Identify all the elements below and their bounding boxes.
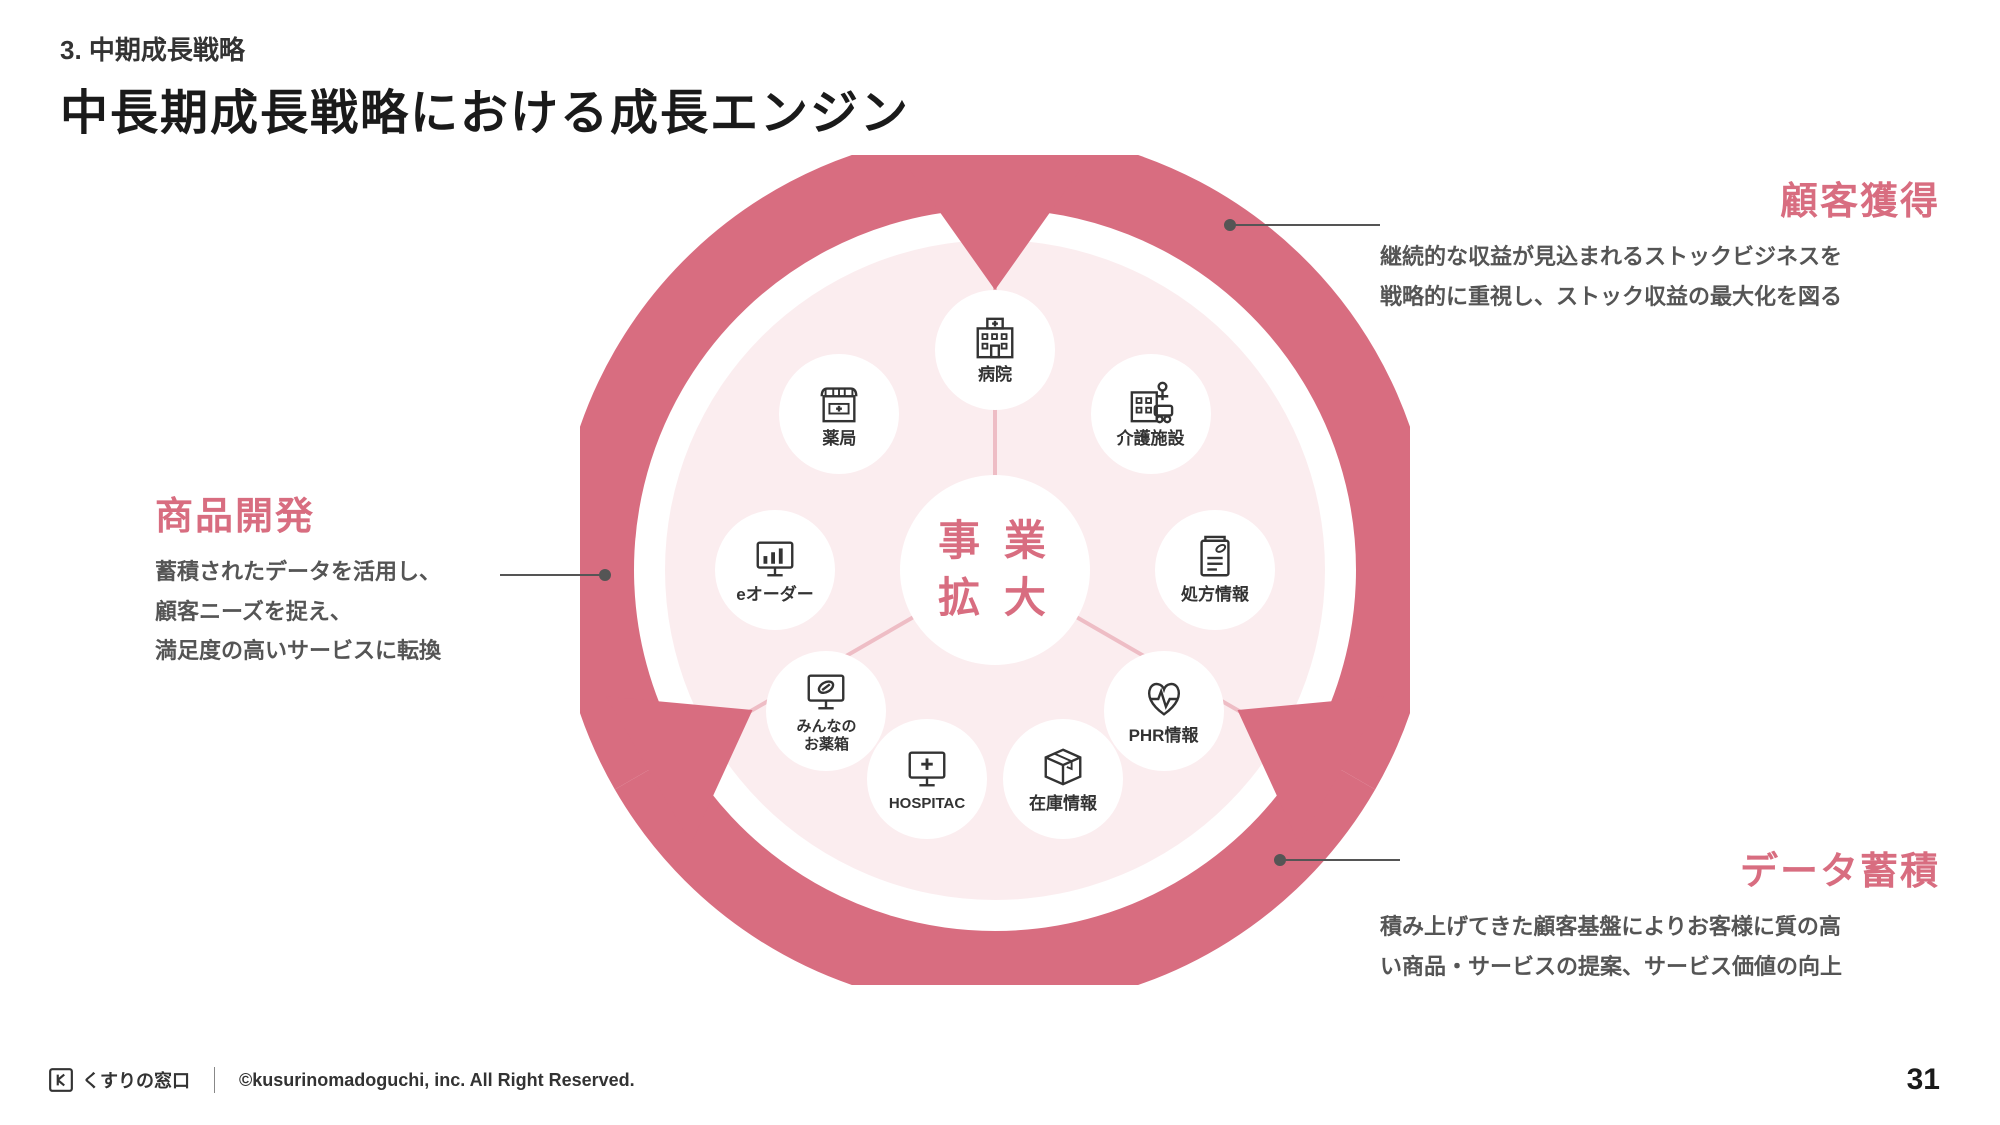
callout-desc: 蓄積されたデータを活用し、 顧客ニーズを捉え、 満足度の高いサービスに転換 xyxy=(155,552,555,671)
icon-label: 在庫情報 xyxy=(1029,794,1097,814)
icon-label: みんなの お薬箱 xyxy=(796,718,856,754)
hospitac-icon xyxy=(902,745,952,791)
icon-label: eオーダー xyxy=(736,585,813,605)
center-hub-text: 事 業 拡 大 xyxy=(938,513,1052,626)
callout-title: データ蓄積 xyxy=(1380,840,1940,895)
icon-label: HOSPITAC xyxy=(889,795,965,813)
icon-bubble-eorder: eオーダー xyxy=(715,510,835,630)
hospital-icon xyxy=(970,315,1020,361)
stock-icon xyxy=(1038,744,1088,790)
callout-desc: 継続的な収益が見込まれるストックビジネスを 戦略的に重視し、ストック収益の最大化… xyxy=(1380,237,1940,316)
callout-top-right: 顧客獲得 継続的な収益が見込まれるストックビジネスを 戦略的に重視し、ストック収… xyxy=(1380,170,1940,316)
callout-left: 商品開発 蓄積されたデータを活用し、 顧客ニーズを捉え、 満足度の高いサービスに… xyxy=(155,485,555,671)
brand-logo-icon xyxy=(48,1067,74,1093)
footer-brand: くすりの窓口 xyxy=(48,1067,215,1093)
icon-bubble-phr: PHR情報 xyxy=(1104,651,1224,771)
eorder-icon xyxy=(750,535,800,581)
page-footer: くすりの窓口 ©kusurinomadoguchi, inc. All Righ… xyxy=(48,1063,1940,1097)
pharmacy-icon xyxy=(814,379,864,425)
care-icon xyxy=(1126,379,1176,425)
icon-label: PHR情報 xyxy=(1129,726,1199,746)
page-number: 31 xyxy=(1907,1063,1940,1097)
icon-bubble-rx: 処方情報 xyxy=(1155,510,1275,630)
medbox-icon xyxy=(801,668,851,714)
icon-bubble-hospitac: HOSPITAC xyxy=(867,719,987,839)
footer-copyright: ©kusurinomadoguchi, inc. All Right Reser… xyxy=(239,1070,635,1091)
icon-bubble-hospital: 病院 xyxy=(935,290,1055,410)
center-hub: 事 業 拡 大 xyxy=(900,475,1090,665)
callout-title: 顧客獲得 xyxy=(1380,170,1940,225)
icon-label: 介護施設 xyxy=(1117,429,1185,449)
page-header: 3. 中期成長戦略 中長期成長戦略における成長エンジン xyxy=(60,30,910,143)
callout-bottom-right: データ蓄積 積み上げてきた顧客基盤によりお客様に質の高 い商品・サービスの提案、… xyxy=(1380,840,1940,986)
brand-label: くすりの窓口 xyxy=(82,1067,190,1093)
section-kicker: 3. 中期成長戦略 xyxy=(60,30,910,67)
icon-bubble-care: 介護施設 xyxy=(1091,354,1211,474)
phr-icon xyxy=(1139,676,1189,722)
icon-bubble-pharmacy: 薬局 xyxy=(779,354,899,474)
page-title: 中長期成長戦略における成長エンジン xyxy=(60,73,910,143)
rx-icon xyxy=(1190,535,1240,581)
callout-desc: 積み上げてきた顧客基盤によりお客様に質の高 い商品・サービスの提案、サービス価値… xyxy=(1380,907,1940,986)
callout-title: 商品開発 xyxy=(155,485,555,540)
growth-engine-diagram: 事 業 拡 大 病院薬局 介護施設 eオーダー 処方情報みんなの お薬箱 PHR情報 HO… xyxy=(580,155,1410,985)
icon-label: 処方情報 xyxy=(1181,585,1249,605)
icon-bubble-stock: 在庫情報 xyxy=(1003,719,1123,839)
icon-label: 病院 xyxy=(978,365,1012,385)
icon-label: 薬局 xyxy=(822,429,856,449)
